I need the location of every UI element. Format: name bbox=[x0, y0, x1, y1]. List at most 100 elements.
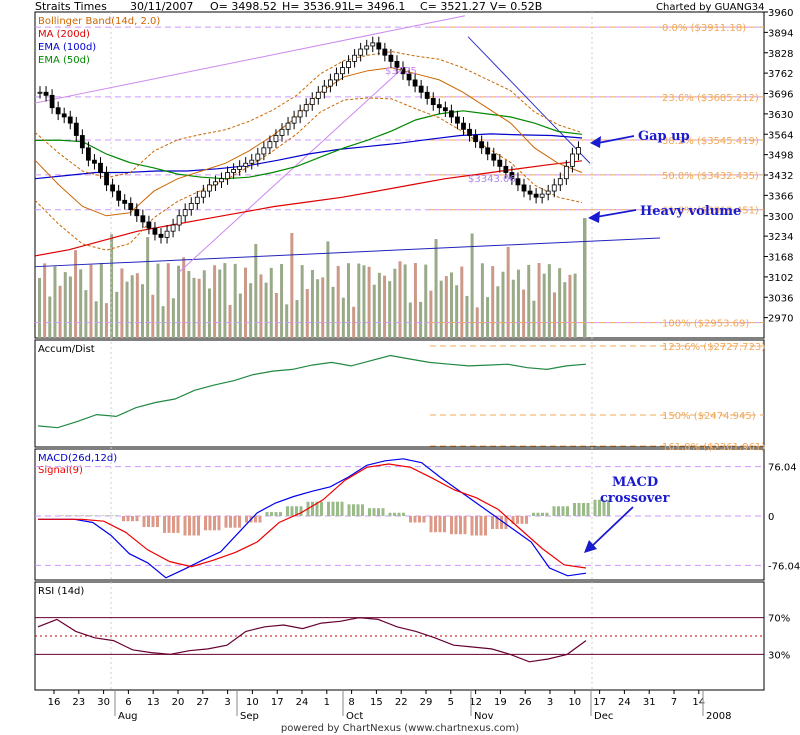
volume-bar bbox=[182, 257, 186, 338]
legend-rsi: RSI (14d) bbox=[38, 586, 84, 597]
macd-tick-label: 0 bbox=[768, 512, 774, 523]
macd-histogram-bar bbox=[142, 516, 146, 528]
macd-histogram-bar bbox=[470, 516, 474, 536]
macd-histogram-bar bbox=[463, 516, 467, 535]
candle-body bbox=[170, 224, 176, 232]
date-tick-label: 5 bbox=[448, 697, 454, 708]
candles bbox=[37, 36, 581, 244]
volume-bar bbox=[377, 272, 381, 338]
volume-bar bbox=[285, 304, 289, 338]
volume-bar bbox=[336, 265, 340, 338]
macd-tick-label: 76.04 bbox=[768, 463, 797, 474]
candle-body bbox=[424, 91, 430, 99]
volume-bar bbox=[357, 263, 361, 338]
macd-histogram-bar bbox=[279, 512, 282, 516]
accum-line bbox=[37, 354, 587, 429]
date-tick-label: 7 bbox=[671, 697, 677, 708]
volume-bar bbox=[99, 263, 103, 338]
rise-trendline bbox=[179, 70, 401, 272]
volume-bar bbox=[115, 291, 119, 338]
volume-bar bbox=[171, 298, 175, 338]
top-trendline bbox=[34, 15, 466, 104]
macd-histogram-bar bbox=[131, 516, 134, 522]
volume-bar bbox=[125, 281, 129, 338]
macd-histogram-bar bbox=[213, 516, 216, 531]
candle-body bbox=[491, 153, 497, 161]
macd-histogram-bar bbox=[229, 516, 232, 528]
candle-body bbox=[315, 91, 321, 99]
bollinger-lower bbox=[34, 97, 583, 251]
macd-histogram-bar bbox=[188, 516, 191, 536]
macd-histogram-bar bbox=[393, 512, 396, 516]
macd-histogram-bar bbox=[151, 516, 155, 528]
macd-histogram-bar bbox=[582, 503, 585, 516]
volume-bar bbox=[542, 273, 546, 338]
candle-body bbox=[545, 190, 551, 195]
volume-bar bbox=[53, 266, 57, 338]
macd-histogram-bar bbox=[135, 516, 139, 522]
macd-histogram-bar bbox=[85, 515, 89, 516]
volume-bar bbox=[110, 234, 114, 338]
candle-body bbox=[92, 159, 97, 164]
macd-histogram-bar bbox=[224, 516, 228, 528]
macd-histogram-bar bbox=[315, 501, 319, 516]
heavy-volume-arrow bbox=[595, 209, 637, 218]
volume-bar bbox=[187, 270, 191, 338]
date-tick-label: 22 bbox=[395, 697, 408, 708]
macd-histogram-bar bbox=[475, 516, 478, 536]
volume-bar bbox=[120, 268, 124, 338]
price-tick-label: 3498 bbox=[768, 151, 793, 162]
macd-histogram-bar bbox=[552, 506, 556, 516]
candle-body bbox=[376, 42, 382, 50]
candle-body bbox=[291, 116, 297, 124]
volume-bar bbox=[259, 274, 263, 338]
volume-bar bbox=[63, 272, 67, 338]
macd-histogram-bar bbox=[347, 504, 351, 516]
annotation-crossover: crossover bbox=[600, 491, 670, 506]
rsi-tick-label: 70% bbox=[768, 614, 790, 625]
date-tick-label: 26 bbox=[519, 697, 532, 708]
candle-body bbox=[309, 98, 315, 106]
macd-histogram-bar bbox=[265, 512, 269, 516]
date-tick-label: 3 bbox=[224, 697, 230, 708]
candle-body bbox=[533, 193, 539, 198]
volume-bar bbox=[295, 300, 299, 338]
macd-histogram-bar bbox=[377, 508, 380, 516]
macd-histogram-bar bbox=[422, 516, 426, 523]
volume-bar bbox=[424, 264, 428, 338]
macd-line bbox=[38, 458, 587, 579]
gapup-arrowhead bbox=[590, 136, 601, 148]
volume-bar bbox=[331, 286, 335, 338]
macd-histogram-bar bbox=[295, 506, 298, 516]
macd-histogram-bar bbox=[245, 516, 248, 523]
macd-histogram-bar bbox=[516, 516, 519, 524]
legend-accum: Accum/Dist bbox=[38, 344, 95, 355]
volume-bar bbox=[362, 265, 366, 338]
volume-bar bbox=[43, 263, 47, 338]
macd-histogram-bar bbox=[586, 503, 590, 516]
volume-bar bbox=[135, 273, 139, 338]
macd-histogram-bar bbox=[258, 516, 262, 523]
macd-histogram-bar bbox=[413, 516, 417, 523]
candle-body bbox=[243, 162, 249, 167]
fib-label: 50.0% ($3432.435) bbox=[662, 171, 759, 182]
price-tick-label: 3432 bbox=[768, 171, 793, 182]
volume-bar bbox=[553, 292, 556, 338]
volume-bar bbox=[444, 276, 448, 338]
macd-histogram-bar bbox=[286, 506, 289, 516]
legend-bollinger: Bollinger Band(14d, 2.0) bbox=[38, 16, 160, 27]
volume-bar bbox=[166, 263, 170, 338]
volume-bar bbox=[522, 289, 526, 338]
candle-body bbox=[406, 73, 412, 81]
candle-body bbox=[67, 116, 73, 124]
candle-body bbox=[570, 153, 575, 167]
volume-bar bbox=[238, 293, 242, 338]
macd-histogram-bar bbox=[331, 501, 335, 516]
volume-bar bbox=[388, 281, 392, 338]
legend-ema50: EMA (50d) bbox=[38, 55, 90, 66]
legend-ma200: MA (200d) bbox=[38, 29, 90, 40]
candle-body bbox=[563, 165, 569, 180]
macd-histogram-bar bbox=[254, 516, 257, 523]
candle-body bbox=[352, 54, 358, 62]
macd-tick-label: -76.04 bbox=[768, 561, 800, 572]
